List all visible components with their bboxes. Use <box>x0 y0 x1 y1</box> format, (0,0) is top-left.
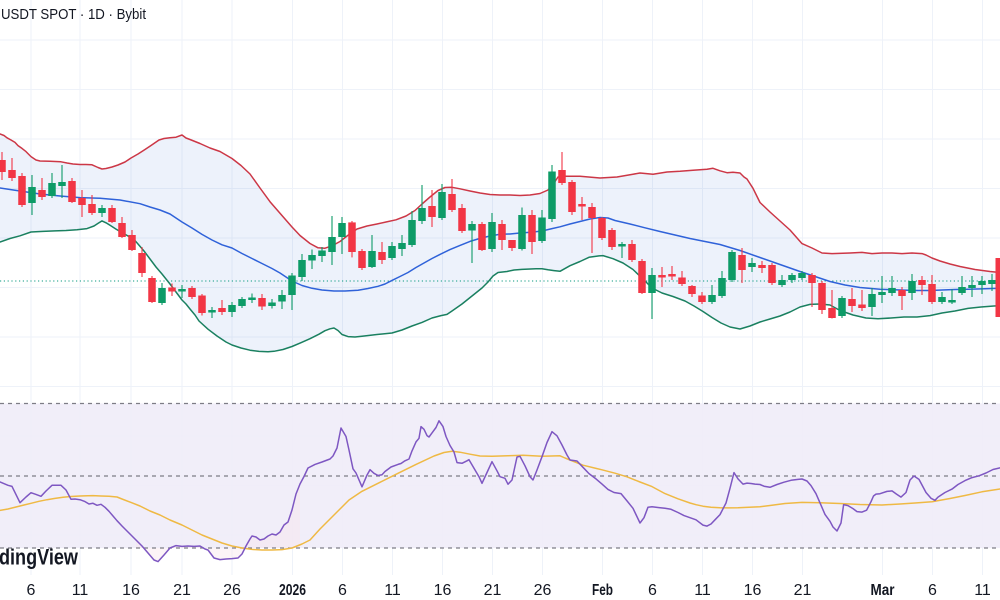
svg-text:21: 21 <box>484 582 502 599</box>
svg-text:11: 11 <box>72 582 89 599</box>
svg-text:21: 21 <box>794 582 812 599</box>
svg-text:USDT SPOT · 1D · Bybit: USDT SPOT · 1D · Bybit <box>1 7 146 23</box>
svg-text:26: 26 <box>534 582 552 599</box>
svg-text:6: 6 <box>648 582 657 599</box>
svg-text:11: 11 <box>694 582 711 599</box>
svg-text:11: 11 <box>384 582 401 599</box>
svg-text:16: 16 <box>122 582 140 599</box>
svg-text:2026: 2026 <box>279 582 306 599</box>
svg-text:6: 6 <box>928 582 937 599</box>
svg-text:26: 26 <box>223 582 241 599</box>
svg-text:Mar: Mar <box>871 582 895 599</box>
svg-text:dingView: dingView <box>0 545 79 570</box>
svg-text:21: 21 <box>173 582 191 599</box>
svg-text:16: 16 <box>434 582 452 599</box>
svg-text:11: 11 <box>974 582 991 599</box>
svg-text:Feb: Feb <box>592 582 613 599</box>
svg-text:6: 6 <box>338 582 347 599</box>
svg-text:6: 6 <box>27 582 36 599</box>
svg-text:16: 16 <box>744 582 762 599</box>
